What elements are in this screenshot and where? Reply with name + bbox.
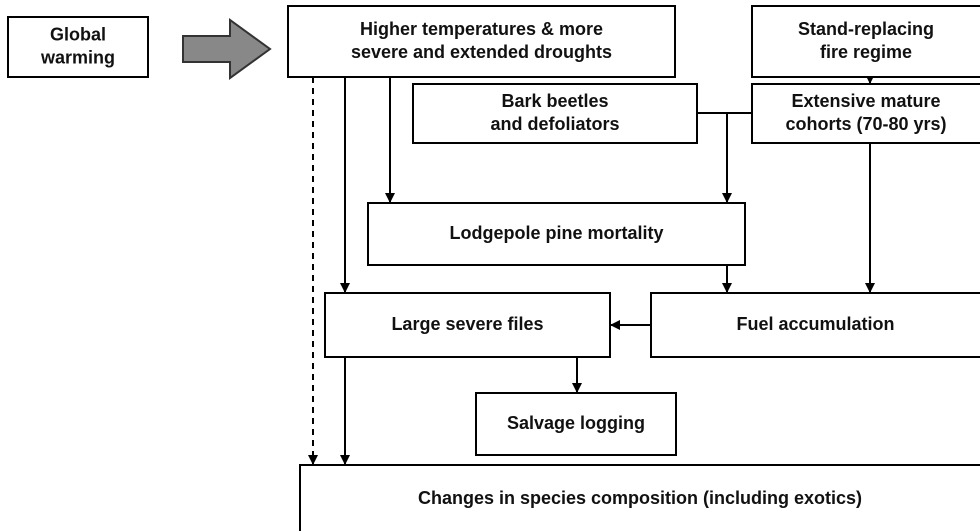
node-box: [475, 392, 677, 456]
node-label: Salvage logging: [507, 413, 645, 433]
node-label: Bark beetles: [501, 91, 608, 111]
node-box: [367, 202, 746, 266]
node-box: [751, 83, 980, 144]
node-box: [287, 5, 676, 78]
node-box: [412, 83, 698, 144]
nodes: Global warming Higher temperatures & more s…: [7, 5, 980, 531]
node-label: Changes in species composition (includin…: [418, 488, 862, 508]
node-label: Higher temperatures & more: [360, 19, 603, 39]
node-box: [299, 464, 980, 531]
node-box: [324, 292, 611, 358]
node-label: cohorts (70-80 yrs): [785, 114, 946, 134]
node-label: warming: [40, 47, 115, 67]
node-box: [751, 5, 980, 78]
node-label: Extensive mature: [791, 91, 940, 111]
node-box: [650, 292, 980, 358]
node-label: Fuel accumulation: [736, 314, 894, 334]
node-label: fire regime: [820, 42, 912, 62]
node-label: Stand-replacing: [798, 19, 934, 39]
big-arrow: [182, 18, 272, 80]
node-label: severe and extended droughts: [351, 42, 612, 62]
node-label: Global: [50, 24, 106, 44]
connectors: [308, 74, 875, 465]
node-label: Large severe files: [391, 314, 543, 334]
node-label: and defoliators: [490, 114, 619, 134]
node-label: Lodgepole pine mortality: [449, 223, 663, 243]
node-box: [7, 16, 149, 78]
